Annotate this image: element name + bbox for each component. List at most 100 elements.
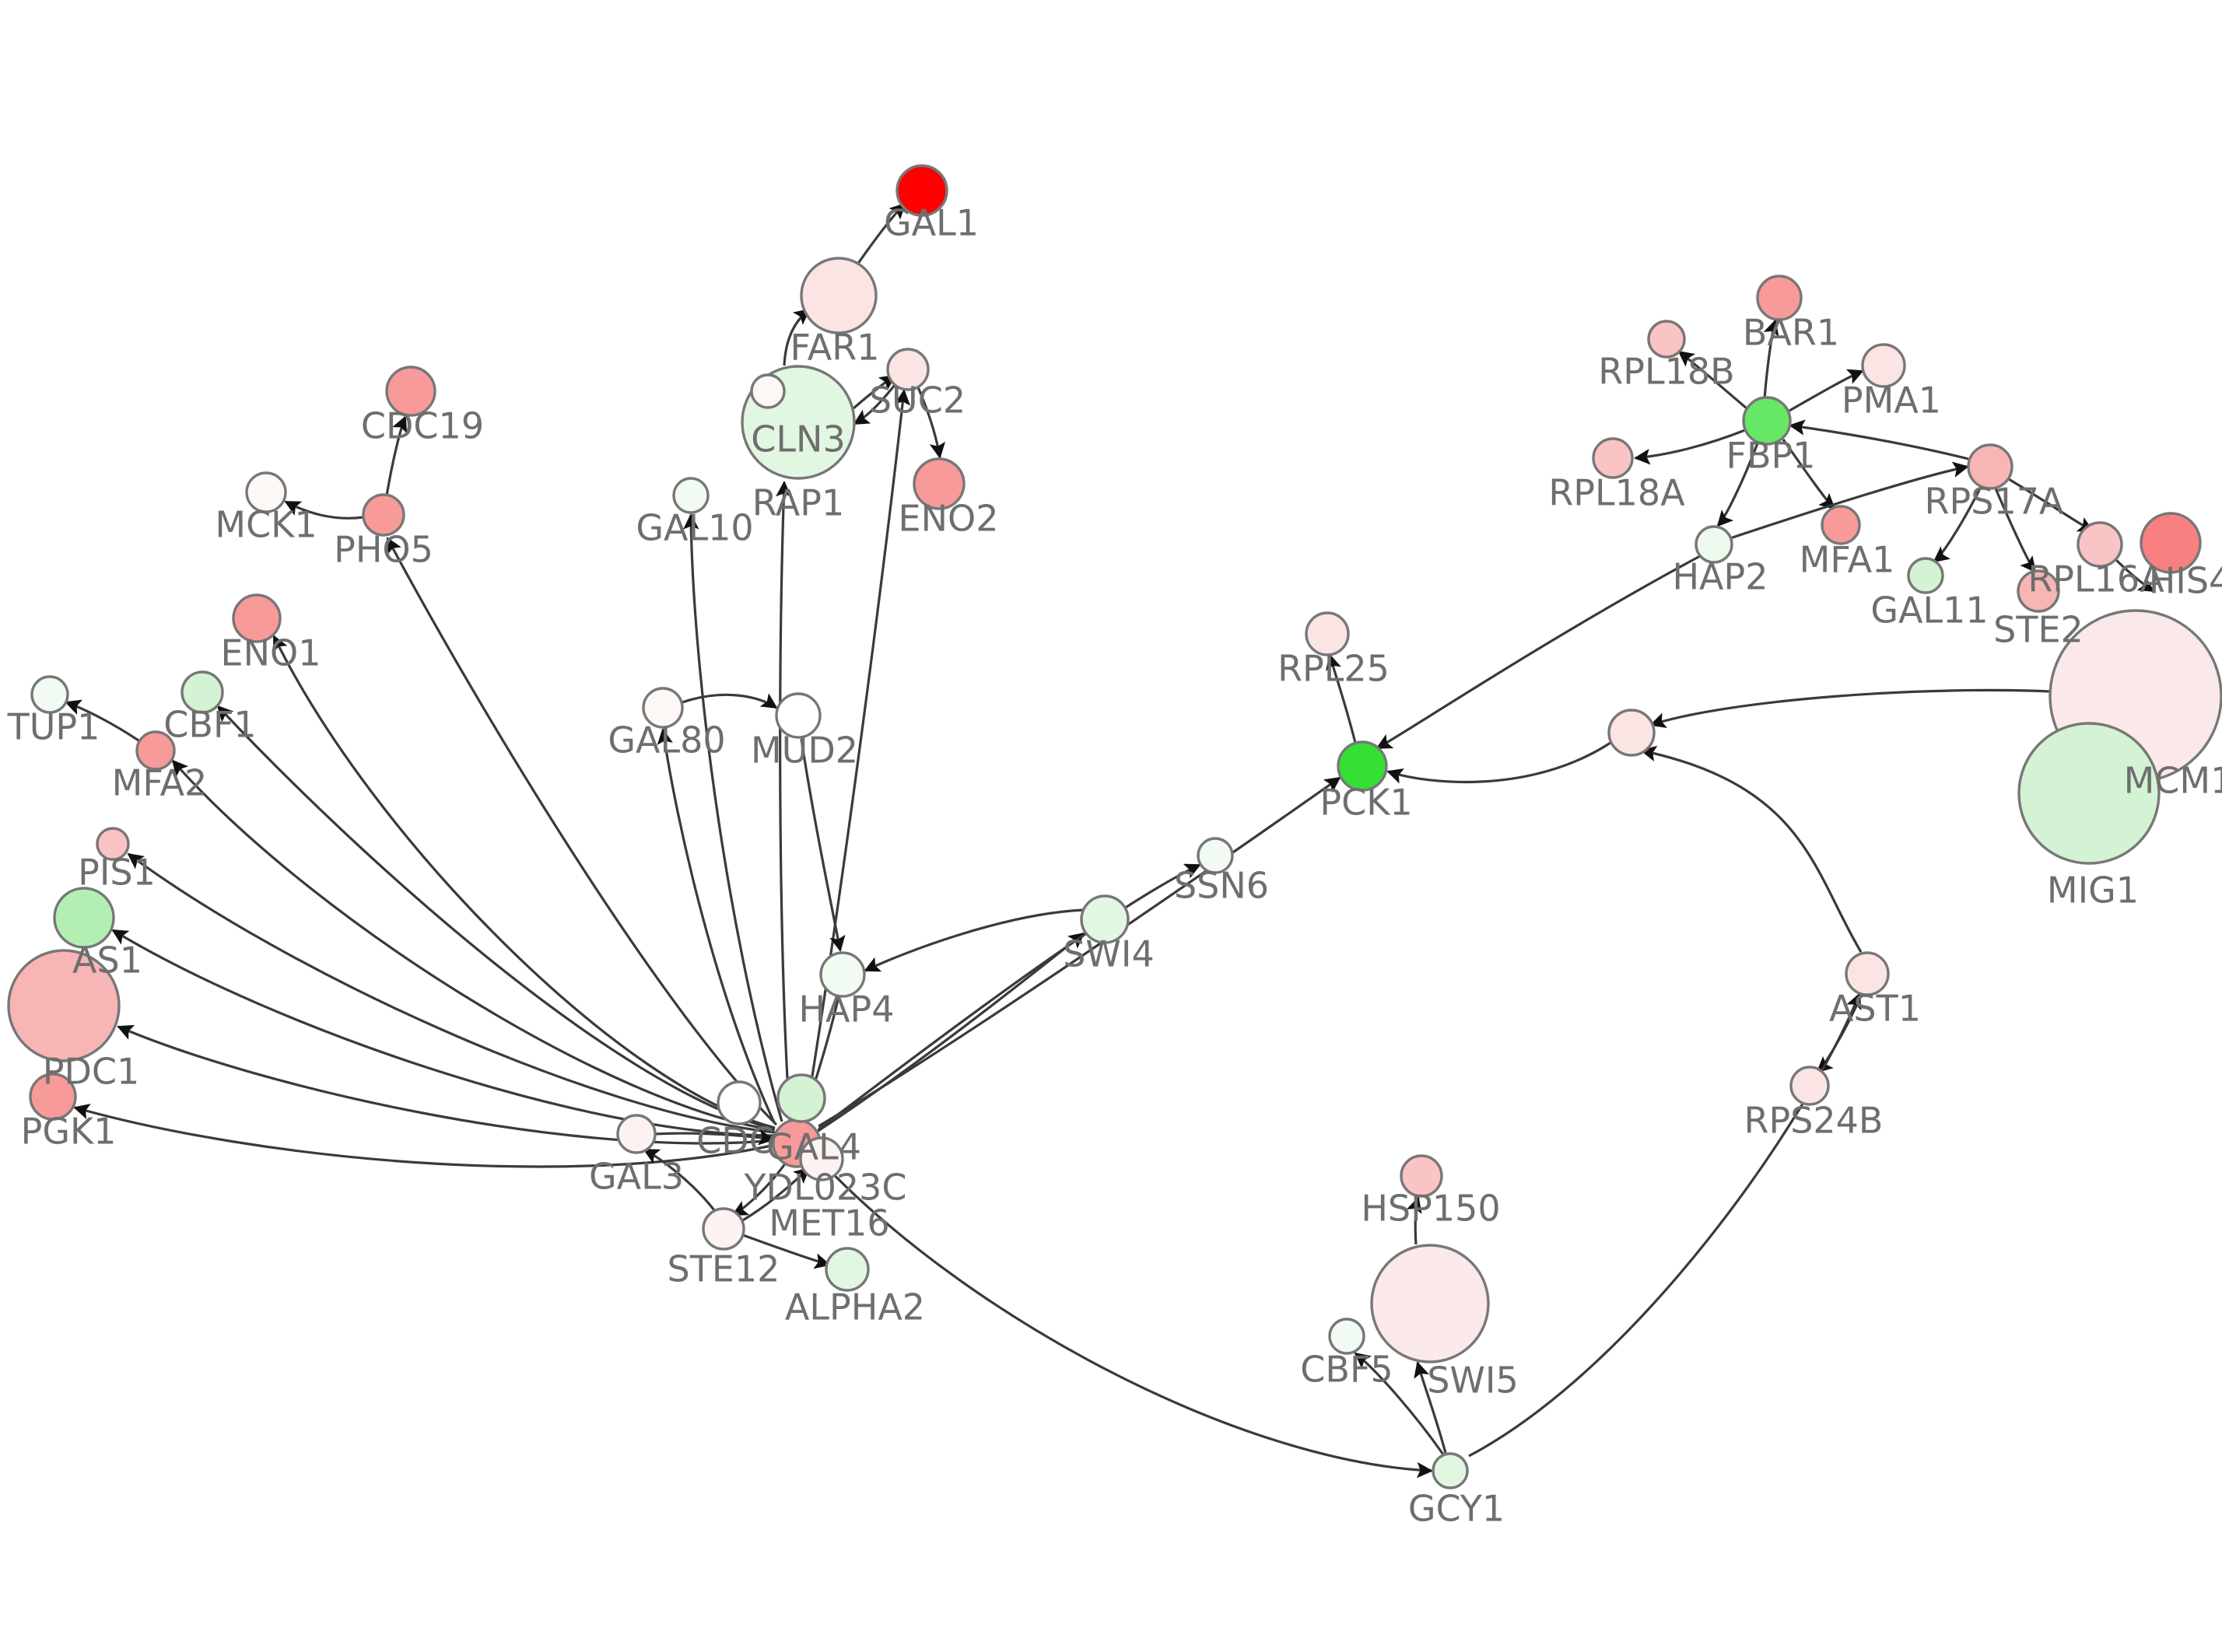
graph-node-rps24b[interactable] [1789, 1066, 1830, 1106]
graph-node-ssn6[interactable] [1197, 837, 1234, 874]
graph-node-bar1[interactable] [1756, 275, 1803, 321]
graph-node-ydl023c[interactable] [799, 1136, 844, 1181]
graph-node-pdc1[interactable] [7, 949, 121, 1062]
graph-node-far1[interactable] [800, 257, 878, 334]
graph-node-rpl16a[interactable] [2077, 521, 2123, 568]
graph-node-gcy1[interactable] [1432, 1452, 1469, 1489]
graph-node-label-mfa2: MFA2 [112, 762, 208, 804]
graph-node-as1[interactable] [53, 887, 115, 949]
graph-node-gal10[interactable] [672, 477, 710, 514]
graph-node-suc2[interactable] [886, 348, 930, 391]
graph-node-label-gal3: GAL3 [589, 1156, 684, 1198]
graph-edge [111, 929, 776, 1137]
graph-node-gal3[interactable] [616, 1114, 657, 1154]
graph-node-label-rpl18a: RPL18A [1548, 472, 1685, 514]
graph-node-unlabeled-26[interactable] [1607, 709, 1656, 757]
graph-edge [818, 863, 1201, 1131]
graph-node-gal80[interactable] [642, 687, 684, 729]
graph-node-label-gal1: GAL1 [884, 202, 979, 244]
graph-node-fbp1[interactable] [1742, 396, 1792, 446]
graph-node-pis1[interactable] [96, 827, 130, 861]
graph-node-label-pgk1: PGK1 [21, 1111, 117, 1153]
graph-node-label-cbf1: CBF1 [163, 704, 256, 746]
graph-edge [117, 1024, 776, 1145]
graph-node-rpl25[interactable] [1305, 611, 1350, 656]
graph-edge [1386, 741, 1611, 784]
graph-edge [1406, 1196, 1422, 1245]
graph-edge [171, 759, 775, 1132]
graph-node-label-ast1: AST1 [1829, 988, 1921, 1030]
graph-node-rps17a[interactable] [1967, 443, 2013, 490]
graph-node-ast1[interactable] [1845, 951, 1890, 996]
graph-node-label-rpl25: RPL25 [1277, 648, 1390, 690]
graph-node-cbf1[interactable] [180, 670, 224, 714]
graph-node-mfa1[interactable] [1821, 505, 1861, 545]
graph-edge [1789, 419, 1969, 460]
graph-edge [1716, 443, 1759, 527]
graph-node-label-eno1: ENO1 [221, 632, 321, 674]
graph-node-pho5[interactable] [362, 493, 405, 537]
graph-edge [1326, 653, 1357, 744]
graph-node-gal1[interactable] [895, 164, 948, 217]
graph-edge [272, 635, 776, 1129]
graph-node-swi4[interactable] [1080, 894, 1130, 944]
graph-node-label-rps17a: RPS17A [1925, 481, 2064, 523]
graph-edge [654, 1129, 775, 1146]
graph-edge [1789, 369, 1864, 412]
graph-node-mud2[interactable] [775, 692, 822, 739]
graph-edge [804, 389, 911, 1121]
graph-node-label-bar1: BAR1 [1743, 312, 1839, 354]
graph-node-ste2[interactable] [2017, 569, 2060, 613]
graph-node-label-alpha2: ALPHA2 [785, 1286, 925, 1328]
graph-node-tup1[interactable] [30, 675, 69, 714]
graph-edge [127, 852, 776, 1134]
graph-edge [1468, 992, 1862, 1458]
graph-edge [386, 537, 778, 1126]
graph-node-label-pis1: PIS1 [78, 852, 156, 894]
graph-node-rpl18a[interactable] [1592, 437, 1634, 479]
graph-node-unlabeled-5[interactable] [750, 373, 786, 409]
graph-edge [818, 776, 1341, 1128]
graph-node-gal11[interactable] [1907, 557, 1944, 594]
graph-node-label-gal80: GAL80 [608, 719, 725, 761]
graph-node-cbf5[interactable] [1328, 1318, 1365, 1355]
graph-node-swi5[interactable] [1370, 1244, 1490, 1363]
graph-node-hap4[interactable] [819, 951, 866, 998]
graph-node-rpl18b[interactable] [1647, 320, 1686, 359]
graph-node-label-ste2: STE2 [1993, 609, 2084, 651]
graph-edge [742, 1234, 831, 1269]
graph-node-label-mfa1: MFA1 [1800, 539, 1895, 581]
graph-node-alpha2[interactable] [825, 1247, 870, 1292]
graph-node-label-mcm1: MCM1 [2124, 760, 2222, 802]
graph-edge [1414, 1361, 1447, 1454]
graph-node-label-cln3: CLN3 [751, 418, 845, 460]
graph-node-hsp150[interactable] [1400, 1154, 1443, 1198]
graph-node-label-pma1: PMA1 [1842, 380, 1941, 422]
graph-edge [682, 693, 778, 709]
graph-edge [1376, 555, 1701, 750]
graph-edge [800, 738, 846, 952]
graph-node-mig1[interactable] [2017, 722, 2161, 865]
graph-node-pgk1[interactable] [29, 1073, 77, 1121]
graph-node-ste12[interactable] [702, 1207, 745, 1251]
graph-edge [1763, 319, 1779, 399]
graph-node-eno2[interactable] [913, 457, 966, 510]
graph-node-his4[interactable] [2140, 512, 2202, 574]
graph-node-label-hap4: HAP4 [798, 989, 894, 1031]
graph-node-cdc19[interactable] [385, 366, 436, 417]
graph-node-unlabeled-32[interactable] [776, 1073, 826, 1123]
graph-node-label-gcy1: GCY1 [1408, 1488, 1505, 1530]
graph-node-mck1[interactable] [245, 471, 287, 513]
graph-edge [1354, 1352, 1445, 1455]
graph-node-mfa2[interactable] [135, 730, 176, 771]
graph-node-hap2[interactable] [1695, 525, 1733, 564]
graph-node-cdc[interactable] [717, 1080, 762, 1125]
graph-node-label-gal11: GAL11 [1870, 590, 1988, 632]
graph-edge [73, 1104, 776, 1168]
graph-edge [1933, 488, 1982, 563]
graph-node-pma1[interactable] [1861, 343, 1906, 388]
graph-node-pck1[interactable] [1337, 740, 1388, 792]
graph-node-label-swi4: SWI4 [1063, 933, 1155, 975]
graph-node-eno1[interactable] [232, 593, 282, 643]
graph-node-label-eno2: ENO2 [899, 498, 999, 540]
